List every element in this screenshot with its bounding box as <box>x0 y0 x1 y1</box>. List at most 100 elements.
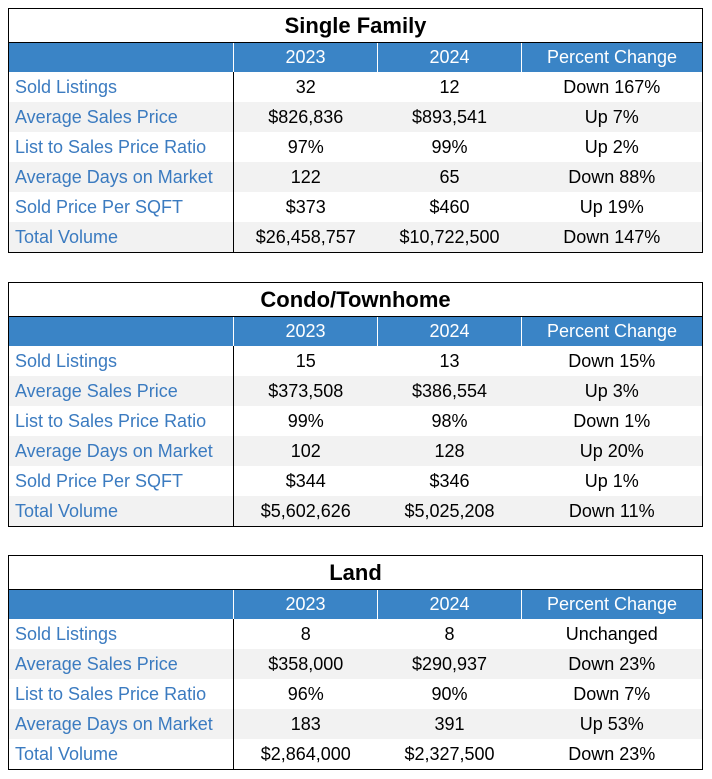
column-header-row: 2023 2024 Percent Change <box>8 589 703 619</box>
column-header-percent-change: Percent Change <box>521 589 703 619</box>
value-2023: $5,602,626 <box>233 496 378 527</box>
table-title: Condo/Townhome <box>8 282 703 317</box>
column-header-percent-change: Percent Change <box>520 316 703 346</box>
row-label: Sold Price Per SQFT <box>8 192 234 222</box>
value-2023: 32 <box>233 72 378 102</box>
table-row: List to Sales Price Ratio 99% 98% Down 1… <box>8 406 703 436</box>
percent-change: Down 88% <box>521 162 703 192</box>
row-label: Sold Price Per SQFT <box>8 466 234 496</box>
value-2024: 65 <box>377 162 522 192</box>
column-header-2024: 2024 <box>377 316 522 346</box>
table-row: Total Volume $5,602,626 $5,025,208 Down … <box>8 496 703 527</box>
percent-change: Up 53% <box>521 709 703 739</box>
row-label: List to Sales Price Ratio <box>8 132 234 162</box>
row-label: Total Volume <box>8 222 234 253</box>
row-label: Sold Listings <box>8 619 234 649</box>
value-2024: 12 <box>377 72 522 102</box>
column-header-label <box>8 42 234 72</box>
table-row: Sold Price Per SQFT $373 $460 Up 19% <box>8 192 703 222</box>
value-2023: 102 <box>233 436 378 466</box>
table-row: Average Days on Market 102 128 Up 20% <box>8 436 703 466</box>
value-2023: 8 <box>233 619 378 649</box>
percent-change: Down 23% <box>521 649 703 679</box>
percent-change: Down 167% <box>521 72 703 102</box>
table-row: Sold Listings 15 13 Down 15% <box>8 346 703 376</box>
row-label: Average Days on Market <box>8 162 234 192</box>
column-header-label <box>8 589 234 619</box>
table-title: Land <box>8 555 703 590</box>
column-header-2023: 2023 <box>233 316 378 346</box>
row-label: Average Sales Price <box>8 102 234 132</box>
column-header-percent-change: Percent Change <box>520 42 703 72</box>
table-title-row: Condo/Townhome <box>8 282 703 317</box>
percent-change: Down 1% <box>521 406 703 436</box>
table-row: Total Volume $26,458,757 $10,722,500 Dow… <box>8 222 703 253</box>
value-2023: 183 <box>233 709 378 739</box>
percent-change: Up 2% <box>521 132 703 162</box>
table-row: Average Sales Price $826,836 $893,541 Up… <box>8 102 703 132</box>
value-2023: 15 <box>233 346 378 376</box>
value-2023: $344 <box>233 466 378 496</box>
column-header-2024: 2024 <box>377 42 522 72</box>
column-header-2023: 2023 <box>233 42 378 72</box>
column-header-2024: 2024 <box>377 589 522 619</box>
table-row: Average Days on Market 122 65 Down 88% <box>8 162 703 192</box>
table-row: Sold Listings 32 12 Down 167% <box>8 72 703 102</box>
table-title-row: Single Family <box>8 8 703 43</box>
table-row: List to Sales Price Ratio 96% 90% Down 7… <box>8 679 703 709</box>
value-2023: $373 <box>233 192 378 222</box>
row-label: List to Sales Price Ratio <box>8 406 234 436</box>
value-2023: 122 <box>233 162 378 192</box>
value-2023: $2,864,000 <box>233 739 378 770</box>
table-title: Single Family <box>8 8 703 43</box>
table-row: Average Sales Price $373,508 $386,554 Up… <box>8 376 703 406</box>
table-row: Sold Listings 8 8 Unchanged <box>8 619 703 649</box>
single-family-table: Single Family 2023 2024 Percent Change S… <box>8 8 704 253</box>
percent-change: Down 147% <box>521 222 703 253</box>
condo-townhome-table: Condo/Townhome 2023 2024 Percent Change … <box>8 282 704 527</box>
percent-change: Up 7% <box>521 102 703 132</box>
value-2023: 99% <box>233 406 378 436</box>
percent-change: Up 20% <box>521 436 703 466</box>
table-row: Sold Price Per SQFT $344 $346 Up 1% <box>8 466 703 496</box>
percent-change: Up 3% <box>521 376 703 406</box>
row-label: Sold Listings <box>8 72 234 102</box>
value-2023: $826,836 <box>233 102 378 132</box>
row-label: List to Sales Price Ratio <box>8 679 234 709</box>
value-2024: 98% <box>377 406 522 436</box>
row-label: Total Volume <box>8 496 234 527</box>
value-2024: $346 <box>377 466 522 496</box>
table-row: List to Sales Price Ratio 97% 99% Up 2% <box>8 132 703 162</box>
percent-change: Up 19% <box>521 192 703 222</box>
table-row: Average Sales Price $358,000 $290,937 Do… <box>8 649 703 679</box>
value-2024: $10,722,500 <box>377 222 522 253</box>
value-2024: 391 <box>377 709 522 739</box>
value-2024: 90% <box>377 679 522 709</box>
percent-change: Down 15% <box>521 346 703 376</box>
row-label: Average Sales Price <box>8 649 234 679</box>
row-label: Total Volume <box>8 739 234 770</box>
value-2024: $893,541 <box>377 102 522 132</box>
value-2024: $2,327,500 <box>377 739 522 770</box>
row-label: Average Sales Price <box>8 376 234 406</box>
column-header-row: 2023 2024 Percent Change <box>8 316 703 346</box>
percent-change: Down 7% <box>521 679 703 709</box>
row-label: Average Days on Market <box>8 436 234 466</box>
row-label: Average Days on Market <box>8 709 234 739</box>
land-table: Land 2023 2024 Percent Change Sold Listi… <box>8 555 703 770</box>
percent-change: Down 11% <box>521 496 703 527</box>
column-header-2023: 2023 <box>233 589 378 619</box>
percent-change: Unchanged <box>521 619 703 649</box>
table-row: Total Volume $2,864,000 $2,327,500 Down … <box>8 739 703 770</box>
value-2024: 13 <box>377 346 522 376</box>
value-2023: $358,000 <box>233 649 378 679</box>
value-2024: 99% <box>377 132 522 162</box>
value-2023: 96% <box>233 679 378 709</box>
table-row: Average Days on Market 183 391 Up 53% <box>8 709 703 739</box>
value-2023: $26,458,757 <box>233 222 378 253</box>
value-2024: 8 <box>377 619 522 649</box>
value-2023: 97% <box>233 132 378 162</box>
percent-change: Up 1% <box>521 466 703 496</box>
column-header-row: 2023 2024 Percent Change <box>8 42 703 72</box>
percent-change: Down 23% <box>521 739 703 770</box>
